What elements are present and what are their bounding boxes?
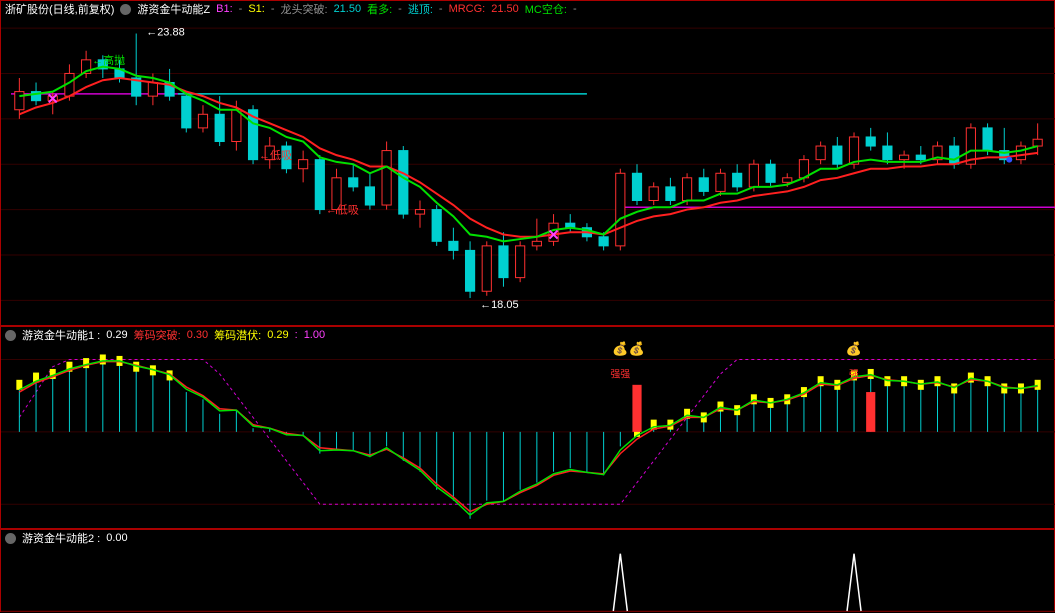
- header-label: 筹码潜伏:: [214, 327, 261, 343]
- svg-text:强强: 强强: [610, 369, 630, 381]
- header-label: -: [439, 3, 443, 15]
- header-label: 游资金牛动能2 :: [22, 530, 100, 546]
- header-label: -: [398, 3, 402, 15]
- header-label: 龙头突破:: [281, 1, 328, 17]
- header-label: -: [573, 3, 577, 15]
- header-label: MRCG:: [449, 3, 486, 15]
- header-label: 0.29: [267, 329, 288, 341]
- svg-text:←18.05: ←18.05: [480, 299, 519, 311]
- header-label: 1.00: [304, 329, 325, 341]
- svg-text:←低吸: ←低吸: [326, 204, 359, 217]
- settings-gear-icon[interactable]: [5, 533, 16, 544]
- header-label: 21.50: [334, 3, 362, 15]
- indicator1-panel: 游资金牛动能1 :0.29筹码突破:0.30筹码潜伏:0.29:1.00 💰💰💰…: [0, 326, 1055, 529]
- indicator2-header: 游资金牛动能2 : 0.00: [1, 530, 1054, 546]
- header-label: 0.30: [187, 329, 208, 341]
- svg-text:←高抛: ←高抛: [92, 53, 125, 67]
- header-label: 0.29: [106, 329, 127, 341]
- svg-text:强: 强: [849, 369, 859, 381]
- candlestick-chart[interactable]: ←高抛 ←低吸 ←低吸 ←23.88 ←18.05: [1, 1, 1055, 327]
- indicator1-chart[interactable]: 💰💰💰强强强: [1, 327, 1055, 530]
- header-label: 看多:: [367, 1, 392, 17]
- header-label: -: [271, 3, 275, 15]
- svg-text:💰: 💰: [846, 341, 862, 357]
- main-chart-header: 浙矿股份(日线,前复权)游资金牛动能ZB1:-S1:-龙头突破:21.50看多:…: [1, 1, 1054, 17]
- header-label: 筹码突破:: [134, 327, 181, 343]
- header-label: 游资金牛动能Z: [137, 1, 210, 17]
- indicator2-panel: 游资金牛动能2 : 0.00: [0, 529, 1055, 612]
- header-label: MC空仓:: [525, 1, 567, 17]
- header-label: 游资金牛动能1 :: [22, 327, 100, 343]
- settings-gear-icon[interactable]: [5, 330, 16, 341]
- header-label: 浙矿股份(日线,前复权): [5, 1, 114, 17]
- svg-text:💰: 💰: [629, 341, 645, 357]
- header-label: 21.50: [491, 3, 519, 15]
- header-label: -: [239, 3, 243, 15]
- svg-text:💰: 💰: [612, 341, 628, 357]
- header-label: S1:: [248, 3, 265, 15]
- main-chart-panel: 浙矿股份(日线,前复权)游资金牛动能ZB1:-S1:-龙头突破:21.50看多:…: [0, 0, 1055, 326]
- header-label: 逃顶:: [408, 1, 433, 17]
- svg-text:←23.88: ←23.88: [146, 27, 185, 39]
- indicator1-header: 游资金牛动能1 : 0.29 筹码突破: 0.30 筹码潜伏: 0.29:1.00: [1, 327, 1054, 343]
- header-label: B1:: [216, 3, 233, 15]
- settings-gear-icon[interactable]: [120, 4, 131, 15]
- header-label: 0.00: [106, 532, 127, 544]
- header-label: :: [295, 329, 298, 341]
- svg-text:←低吸: ←低吸: [259, 149, 292, 162]
